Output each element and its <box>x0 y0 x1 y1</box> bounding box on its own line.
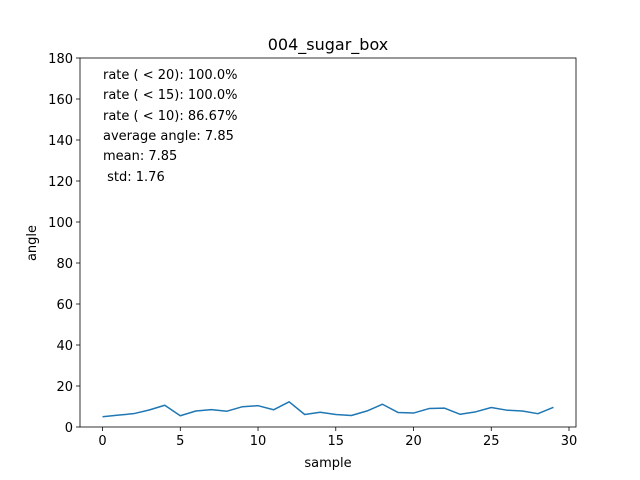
annotation-std: std: 1.76 <box>103 170 165 185</box>
y-tick-label-80: 80 <box>56 257 73 272</box>
annotation-rate-15: rate ( < 15): 100.0% <box>103 88 237 103</box>
annotation-rate-20: rate ( < 20): 100.0% <box>103 68 237 83</box>
y-axis-label: angle <box>25 225 40 261</box>
axes-frame <box>79 57 577 428</box>
y-tick-label-160: 160 <box>48 93 73 108</box>
x-tick-label-20: 20 <box>405 434 422 449</box>
y-tick-label-0: 0 <box>65 421 73 436</box>
x-tick-label-10: 10 <box>250 434 267 449</box>
annotation-rate-10: rate ( < 10): 86.67% <box>103 109 237 124</box>
y-tick-label-120: 120 <box>48 175 73 190</box>
y-tick-label-180: 180 <box>48 52 73 67</box>
x-axis-label: sample <box>304 456 351 471</box>
x-tick-label-0: 0 <box>98 434 106 449</box>
y-tick-label-20: 20 <box>56 380 73 395</box>
annotation-mean: mean: 7.85 <box>103 149 177 164</box>
y-tick-label-140: 140 <box>48 134 73 149</box>
series-line-0 <box>102 401 554 418</box>
x-tick-label-30: 30 <box>561 434 578 449</box>
plot-area: 0 5 10 15 20 25 30 0 20 40 60 80 100 120 140 160 180 <box>48 52 577 449</box>
y-tick-label-100: 100 <box>48 216 73 231</box>
x-tick-label-15: 15 <box>328 434 345 449</box>
y-tick-label-40: 40 <box>56 339 73 354</box>
chart-title: 004_sugar_box <box>268 35 388 55</box>
x-tick-label-25: 25 <box>483 434 500 449</box>
x-tick-label-5: 5 <box>176 434 184 449</box>
stats-annotations: rate ( < 20): 100.0% rate ( < 15): 100.0… <box>103 68 237 185</box>
annotation-average-angle: average angle: 7.85 <box>103 129 234 144</box>
y-tick-label-60: 60 <box>56 298 73 313</box>
